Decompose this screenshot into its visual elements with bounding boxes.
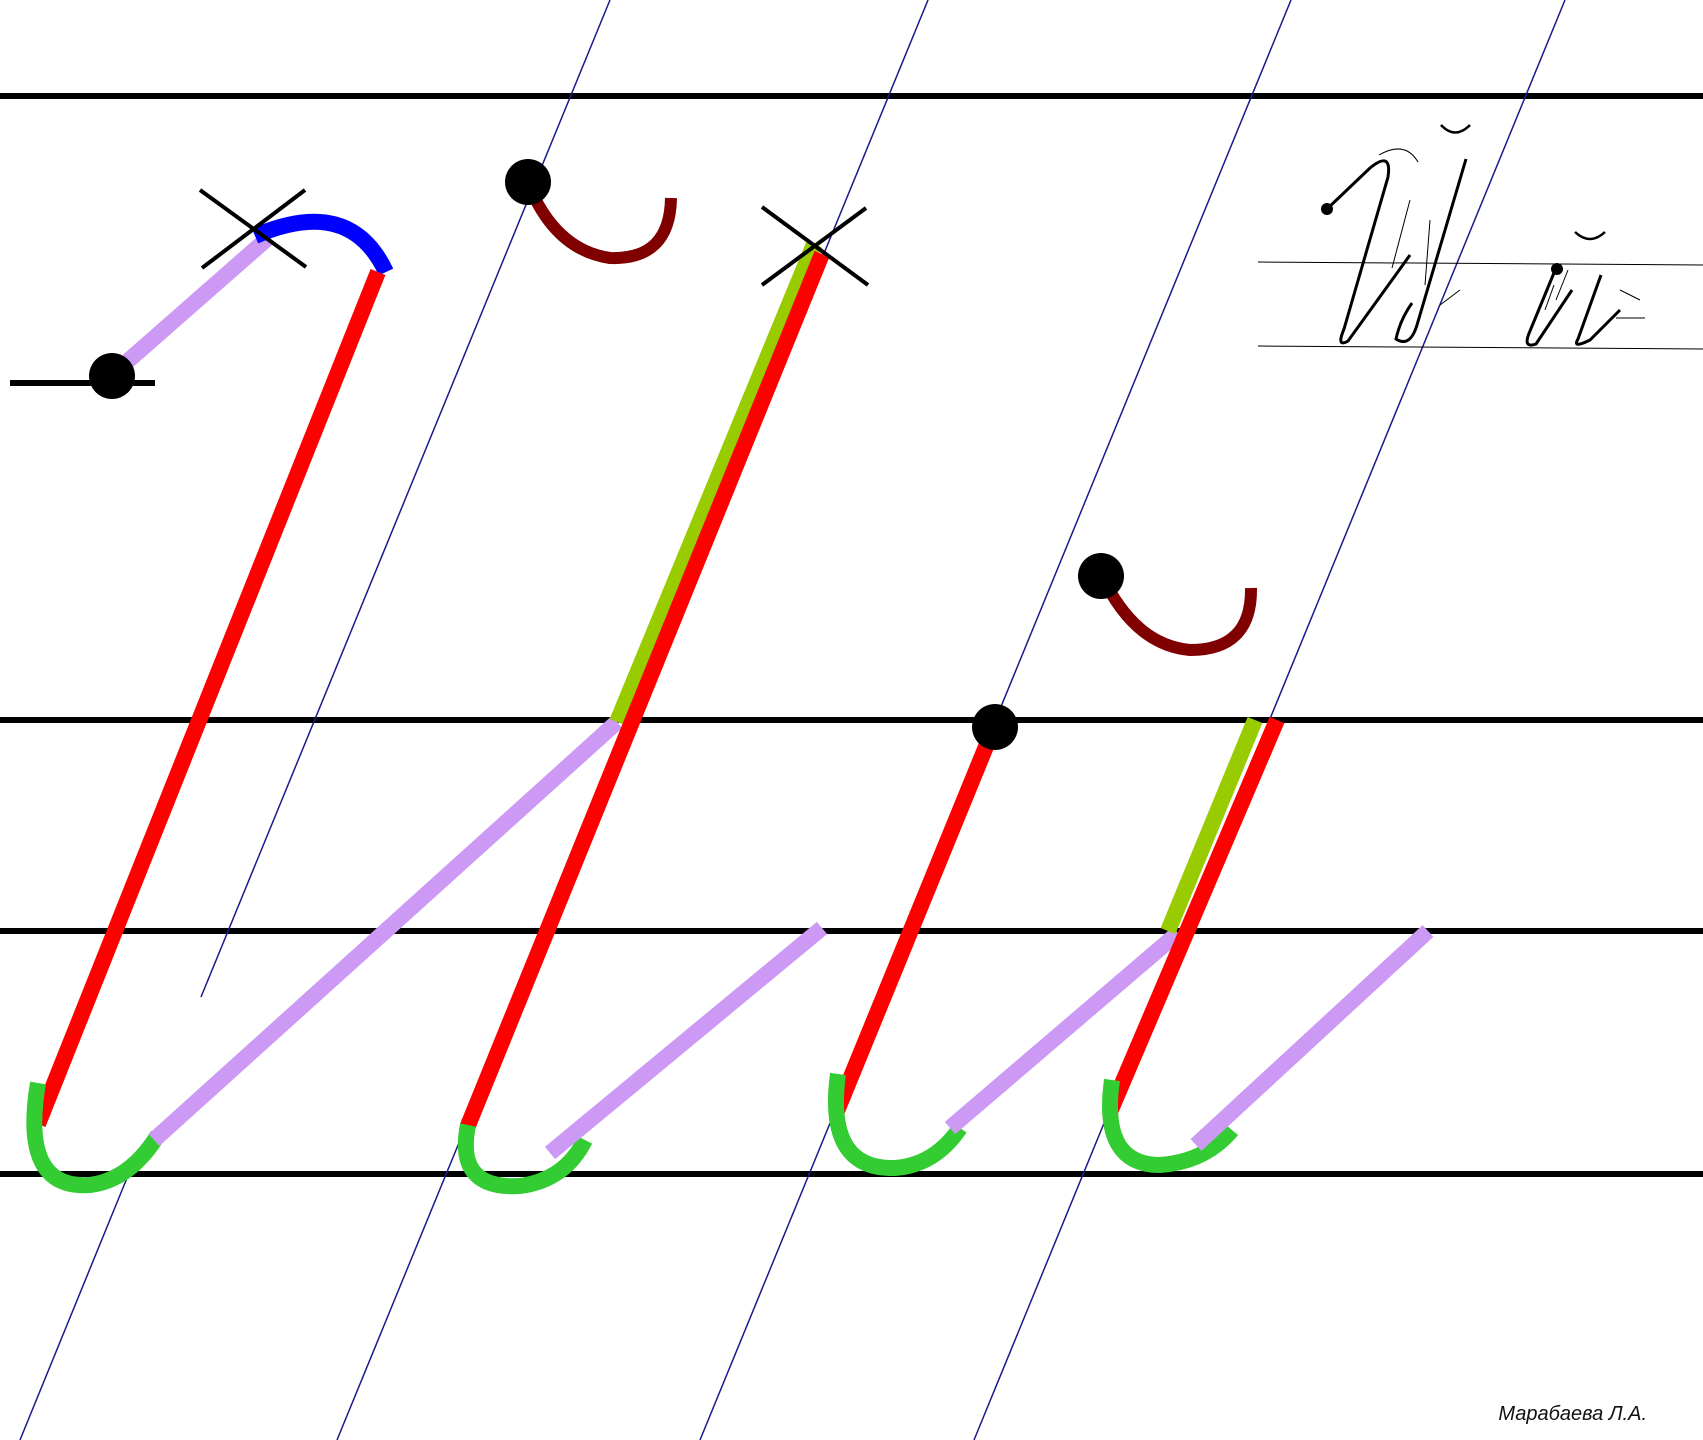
breve-arc <box>1096 573 1258 657</box>
author-credit: Марабаева Л.А. <box>1498 1403 1647 1425</box>
second-descending-stroke <box>1102 716 1285 1116</box>
bottom-loop <box>26 1081 165 1194</box>
lowercase-letter-strokes <box>827 553 1434 1177</box>
top-arc <box>251 213 394 276</box>
second-bottom-loop <box>457 1123 593 1195</box>
sample-capital-letter <box>1325 124 1471 345</box>
entry-connecting-stroke <box>107 231 274 381</box>
breve-start-point <box>505 159 551 205</box>
breve-arc <box>522 180 677 265</box>
capital-letter-strokes <box>10 159 870 1195</box>
start-point <box>972 704 1018 750</box>
sample-line <box>1257 261 1703 266</box>
exit-connecting-stroke <box>1190 925 1434 1151</box>
second-descending-stroke <box>459 250 830 1132</box>
turn-cross-mark <box>760 205 870 287</box>
slant-guide <box>200 0 611 998</box>
main-descending-stroke <box>30 269 386 1127</box>
second-bottom-loop <box>1102 1078 1239 1174</box>
rising-connecting-stroke <box>148 716 623 1146</box>
breve-start-point <box>1078 553 1124 599</box>
slant-guide <box>19 1177 128 1440</box>
exit-connecting-stroke <box>544 921 828 1160</box>
main-descending-stroke <box>829 723 1002 1115</box>
bottom-loop <box>827 1072 967 1177</box>
sample-line <box>1257 345 1703 350</box>
sample-letters <box>1257 124 1703 350</box>
repeat-stroke <box>1160 716 1263 935</box>
sample-lowercase-letter <box>1525 231 1645 347</box>
sample-start-dot <box>1321 203 1333 215</box>
rising-connecting-stroke <box>944 926 1184 1135</box>
ruling-lines <box>0 93 1703 1177</box>
start-point <box>89 353 135 399</box>
turn-cross-mark <box>198 188 308 270</box>
sample-start-dot <box>1551 263 1563 275</box>
repeat-stroke <box>609 240 822 726</box>
